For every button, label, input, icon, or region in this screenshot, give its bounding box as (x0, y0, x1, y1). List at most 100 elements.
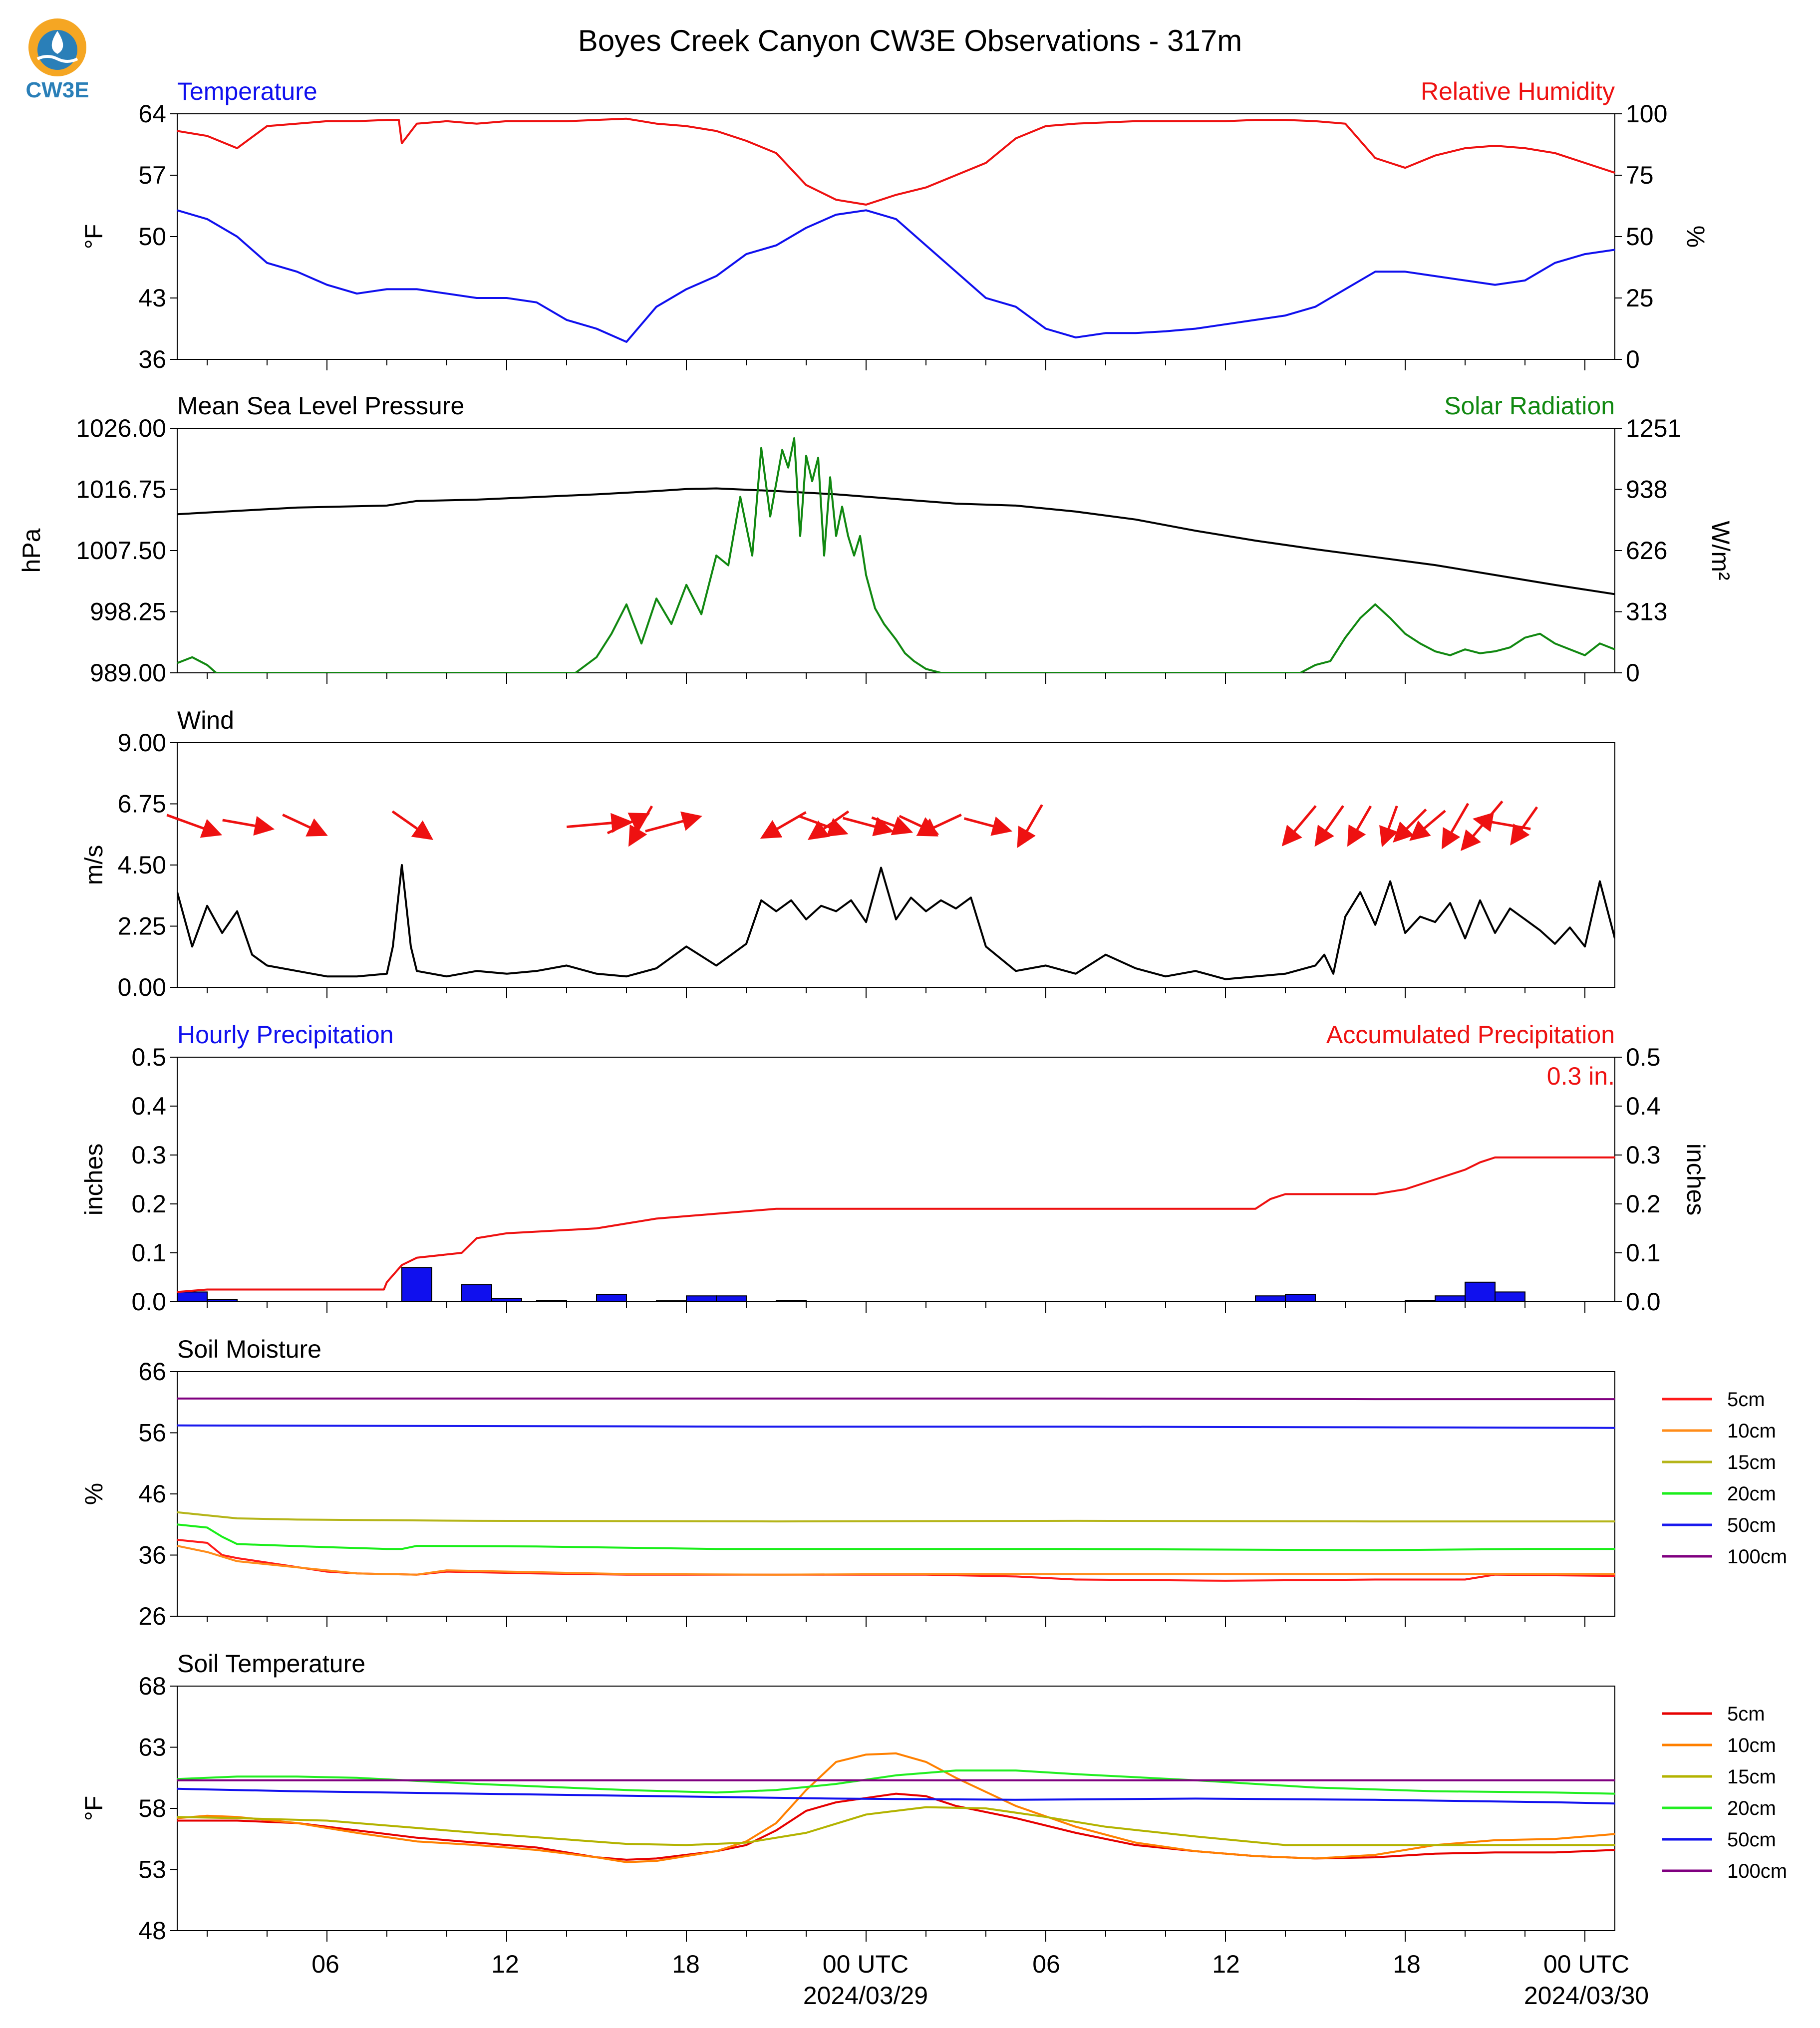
legend-label: 50cm (1727, 1829, 1776, 1851)
x-tick-label: 12 (491, 1950, 519, 1978)
series-line (177, 437, 1615, 673)
panel-title-right: Relative Humidity (1421, 77, 1615, 105)
y-axis-label-right: inches (1682, 1144, 1710, 1216)
y-axis-label-left: °F (80, 1796, 108, 1821)
panel-title-left: Temperature (177, 77, 317, 105)
y-tick-label-left: 6.75 (118, 790, 166, 818)
y-axis-label-left: inches (80, 1144, 108, 1216)
wind-arrow (1510, 806, 1538, 846)
y-tick-label-left: 53 (138, 1856, 166, 1884)
logo-wave-icon (36, 55, 78, 63)
y-axis-label-left: % (80, 1483, 108, 1505)
y-tick-label-left: 26 (138, 1602, 166, 1630)
y-axis-label-left: °F (80, 224, 108, 250)
x-tick-label: 06 (1032, 1950, 1060, 1978)
logo-text: CW3E (25, 78, 89, 102)
precip-bar (1405, 1300, 1436, 1302)
y-tick-label-left: 66 (138, 1358, 166, 1386)
precip-bar (207, 1299, 238, 1302)
y-tick-label-right: 0.5 (1626, 1043, 1661, 1071)
y-tick-label-left: 68 (138, 1672, 166, 1700)
panel-title-left: Soil Temperature (177, 1650, 365, 1678)
panels: 64 57 50 43 36 100 75 50 25 0 °F % Temperature Relati… (17, 77, 1787, 1945)
precip-bar (776, 1300, 807, 1302)
legend-label: 5cm (1727, 1703, 1765, 1725)
wind-arrow (1441, 803, 1470, 850)
y-tick-label-left: 0.5 (131, 1043, 166, 1071)
series-line (177, 1787, 1615, 1805)
x-tick-label: 00 UTC (1543, 1950, 1629, 1978)
series-line (177, 1545, 1615, 1576)
series-line (177, 1752, 1615, 1863)
precip-bar (1495, 1291, 1525, 1302)
series-line (177, 1511, 1615, 1523)
y-tick-label-right: 0 (1626, 345, 1640, 373)
panel-wind: 9.00 6.75 4.50 2.25 0.00 m/s Wind (80, 706, 1615, 1001)
legend-label: 15cm (1727, 1766, 1776, 1788)
precip-bar (401, 1267, 432, 1302)
wind-arrow (282, 814, 328, 837)
plot-frame (177, 1686, 1615, 1931)
series-line (177, 1523, 1615, 1551)
x-date-label: 2024/03/30 (1524, 1982, 1649, 2010)
precip-bar (1465, 1281, 1496, 1302)
series-line (177, 1769, 1615, 1795)
panel-precip: 0.5 0.4 0.3 0.2 0.1 0.0 0.5 0.4 0.3 0.2 0.1 0.0 inch… (80, 1021, 1710, 1316)
panel-soil_moisture: 66 56 46 36 26% Soil Moisture 5cm 10cm 15cm 20cm 5… (80, 1335, 1787, 1630)
wind-arrow (1017, 804, 1043, 848)
precip-bar (491, 1298, 522, 1302)
x-tick-label: 18 (672, 1950, 700, 1978)
y-tick-label-left: 0.0 (131, 1288, 166, 1316)
series-line (177, 117, 1615, 206)
y-tick-label-left: 46 (138, 1480, 166, 1508)
y-tick-label-right: 75 (1626, 161, 1654, 189)
plot-frame (177, 428, 1615, 673)
precip-bar (1255, 1295, 1286, 1302)
wind-arrow (645, 811, 702, 833)
legend-label: 15cm (1727, 1451, 1776, 1473)
y-tick-label-right: 0.2 (1626, 1190, 1661, 1218)
precip-bar (716, 1295, 747, 1302)
precip-bar (536, 1300, 567, 1302)
y-tick-label-left: 58 (138, 1794, 166, 1822)
x-tick-label: 12 (1212, 1950, 1240, 1978)
panel-title-left: Mean Sea Level Pressure (177, 392, 464, 420)
series-line (177, 1424, 1615, 1429)
wind-arrow (963, 816, 1013, 836)
precip-bar (686, 1295, 717, 1302)
series-line (177, 487, 1615, 595)
wind-arrow (1393, 808, 1427, 843)
wind-arrow (1347, 805, 1372, 847)
logo-drop-icon (51, 31, 63, 54)
y-tick-label-right: 100 (1626, 100, 1667, 128)
wind-arrow (842, 817, 895, 837)
wind-arrow (1314, 805, 1344, 847)
legend-label: 20cm (1727, 1797, 1776, 1819)
y-tick-label-left: 36 (138, 345, 166, 373)
legend-label: 20cm (1727, 1483, 1776, 1505)
x-date-label: 2024/03/29 (803, 1982, 928, 2010)
wind-arrow (1379, 805, 1398, 848)
y-tick-label-left: 56 (138, 1419, 166, 1447)
panel-pressure_solar: 1026.00 1016.75 1007.50 998.25 989.00 1251 938… (17, 392, 1735, 687)
wind-arrow (166, 814, 223, 838)
y-tick-label-left: 2.25 (118, 912, 166, 940)
panel-title-left: Soil Moisture (177, 1335, 321, 1363)
wind-arrow (628, 805, 653, 847)
series-line (177, 864, 1615, 980)
wind-arrow (916, 814, 962, 837)
precip-bar (1435, 1295, 1466, 1302)
precip-bar (1285, 1294, 1316, 1302)
wind-arrow (1461, 800, 1504, 851)
y-tick-label-left: 9.00 (118, 729, 166, 757)
wind-arrow (391, 810, 434, 840)
legend-label: 100cm (1727, 1546, 1787, 1568)
y-tick-label-right: 1251 (1626, 414, 1681, 442)
y-tick-label-left: 0.1 (131, 1239, 166, 1267)
series-line (177, 1156, 1615, 1293)
y-tick-label-right: 0.3 (1626, 1141, 1661, 1169)
y-tick-label-left: 43 (138, 284, 166, 312)
y-tick-label-right: 0.4 (1626, 1092, 1661, 1120)
accumulated-annotation: 0.3 in. (1547, 1062, 1615, 1090)
y-tick-label-left: 50 (138, 223, 166, 251)
